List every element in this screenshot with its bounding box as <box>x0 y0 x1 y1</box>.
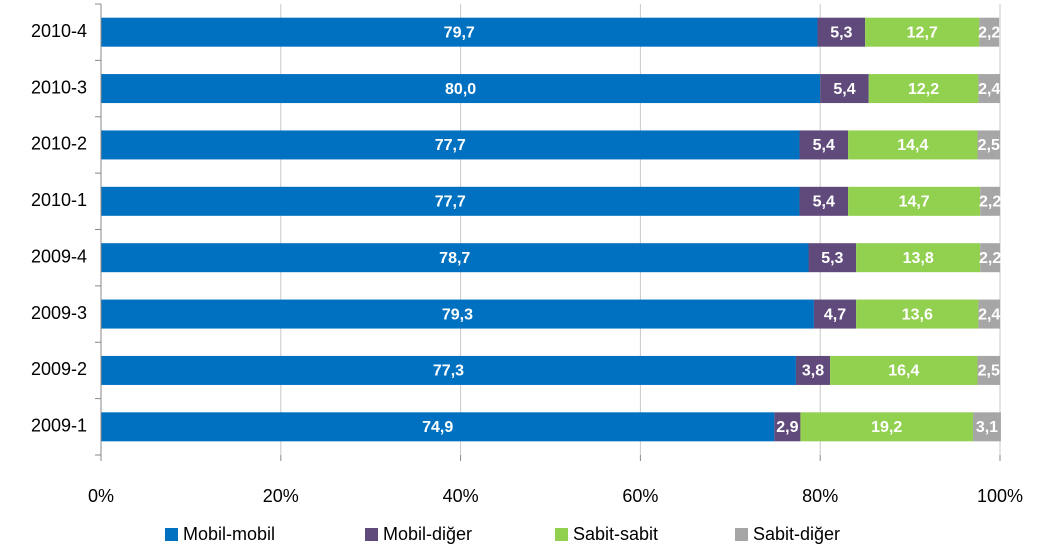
bar-segment <box>856 299 979 329</box>
value-label: 4,7 <box>824 306 846 323</box>
bar-segment <box>101 130 800 160</box>
value-label: 77,7 <box>435 137 466 154</box>
value-label: 78,7 <box>439 250 470 267</box>
bar-segment <box>856 243 981 273</box>
value-label: 2,2 <box>979 194 1001 211</box>
bar-segment <box>101 17 818 47</box>
value-label: 3,1 <box>976 419 998 436</box>
bar-segment <box>820 74 869 104</box>
bar-segment <box>830 355 978 385</box>
bar-segment <box>774 412 801 442</box>
legend-swatch <box>365 528 378 541</box>
bar-segment <box>808 243 857 273</box>
y-tick-label: 2010-4 <box>31 21 87 41</box>
value-label: 2,4 <box>978 306 1000 323</box>
value-label: 2,2 <box>979 250 1001 267</box>
bar-segment <box>799 130 849 160</box>
legend-label: Sabit-sabit <box>573 524 658 544</box>
bar-segment <box>101 186 800 216</box>
legend-label: Mobil-diğer <box>383 524 472 544</box>
y-tick-label: 2009-3 <box>31 303 87 323</box>
y-tick-label: 2009-4 <box>31 246 87 266</box>
legend-swatch <box>165 528 178 541</box>
bar-segment <box>101 299 814 329</box>
value-label: 2,2 <box>978 24 1000 41</box>
bar-segment <box>799 186 849 216</box>
x-tick-label: 20% <box>263 486 299 506</box>
y-tick-label: 2009-2 <box>31 359 87 379</box>
bar-segment <box>795 355 831 385</box>
bar-segment <box>978 299 1000 329</box>
bar-segment <box>101 412 775 442</box>
x-tick-label: 60% <box>622 486 658 506</box>
value-label: 5,3 <box>821 250 843 267</box>
bar-segment <box>868 74 979 104</box>
bars: 79,7 5,3 12,7 2,2 80,0 5,4 12,2 2,4 77,7 5,4 14,4 2… <box>101 17 1001 442</box>
value-label: 16,4 <box>888 363 919 380</box>
value-label: 79,3 <box>442 306 473 323</box>
bar-segment <box>101 74 821 104</box>
bar-segment <box>865 17 980 47</box>
value-label: 12,2 <box>908 81 939 98</box>
value-label: 5,3 <box>830 24 852 41</box>
value-label: 80,0 <box>445 81 476 98</box>
bar-segment <box>101 243 809 273</box>
value-label: 5,4 <box>813 194 835 211</box>
legend-swatch <box>555 528 568 541</box>
value-label: 5,4 <box>813 137 835 154</box>
value-label: 2,9 <box>776 419 798 436</box>
legend-label: Sabit-diğer <box>753 524 840 544</box>
value-label: 13,6 <box>902 306 933 323</box>
bar-segment <box>848 130 978 160</box>
value-label: 14,7 <box>899 194 930 211</box>
value-label: 74,9 <box>422 419 453 436</box>
value-label: 3,8 <box>802 363 824 380</box>
bar-segment <box>977 355 1000 385</box>
value-label: 19,2 <box>871 419 902 436</box>
bar-segment <box>800 412 974 442</box>
value-label: 77,7 <box>435 194 466 211</box>
x-tick-label: 80% <box>802 486 838 506</box>
x-tick-label: 40% <box>443 486 479 506</box>
y-tick-label: 2009-1 <box>31 416 87 436</box>
bar-segment <box>977 130 1000 160</box>
bar-segment <box>979 17 1000 47</box>
bar-segment <box>980 243 1000 273</box>
bar-segment <box>101 355 796 385</box>
axes: 0% 20% 40% 60% 80% 100% 2010-4 2010-3 2010-2 2010… <box>31 3 1023 544</box>
y-tick-label: 2010-3 <box>31 77 87 97</box>
bar-segment <box>813 299 857 329</box>
value-label: 2,4 <box>978 81 1000 98</box>
bar-segment <box>978 74 1000 104</box>
bar-segment <box>848 186 981 216</box>
legend-swatch <box>735 528 748 541</box>
value-label: 79,7 <box>444 24 475 41</box>
grid <box>100 4 1001 455</box>
legend-label: Mobil-mobil <box>183 524 275 544</box>
bar-segment <box>980 186 1000 216</box>
y-tick-label: 2010-2 <box>31 134 87 154</box>
value-label: 2,5 <box>978 137 1000 154</box>
value-label: 12,7 <box>907 24 938 41</box>
x-tick-label: 100% <box>977 486 1023 506</box>
bar-segment <box>973 412 1001 442</box>
value-label: 13,8 <box>903 250 934 267</box>
value-label: 77,3 <box>433 363 464 380</box>
x-tick-label: 0% <box>88 486 114 506</box>
value-label: 14,4 <box>897 137 928 154</box>
bar-segment <box>817 17 866 47</box>
value-label: 2,5 <box>978 363 1000 380</box>
value-label: 5,4 <box>833 81 855 98</box>
y-tick-label: 2010-1 <box>31 190 87 210</box>
